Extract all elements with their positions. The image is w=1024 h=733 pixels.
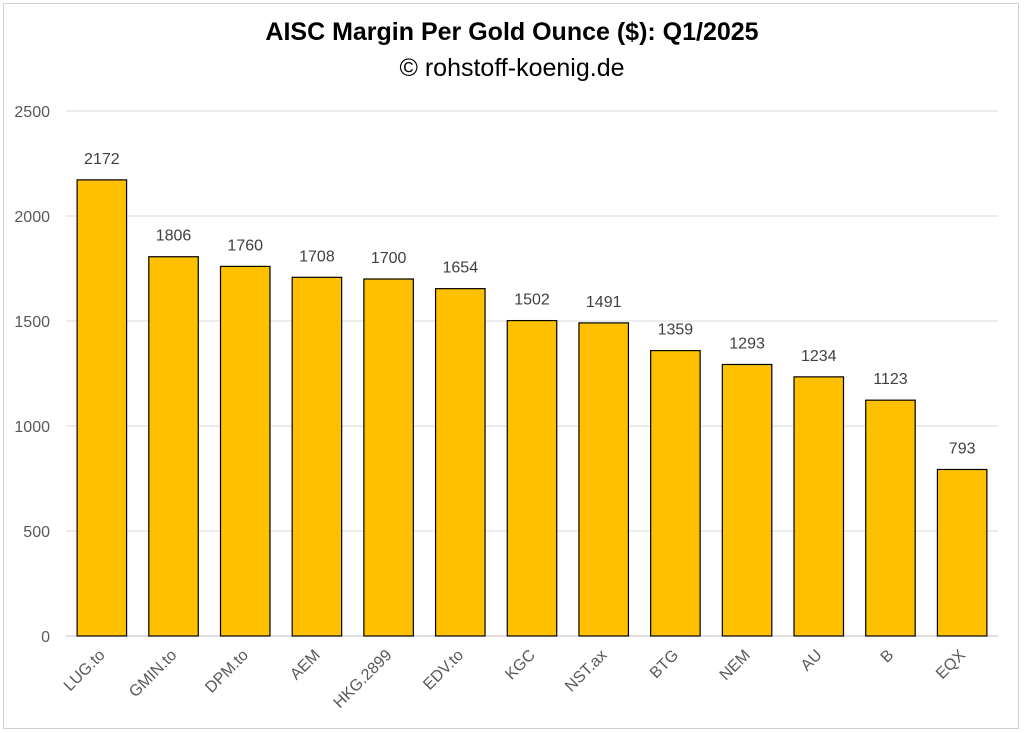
y-tick-label: 500: [23, 524, 50, 541]
bar: [291, 276, 343, 637]
chart-subtitle: © rohstoff-koenig.de: [399, 54, 625, 82]
bar: [721, 363, 773, 637]
y-tick-label: 1000: [14, 419, 50, 436]
x-tick-label: NST.ax: [562, 647, 610, 695]
bar: [578, 322, 630, 637]
y-tick-label: 2500: [14, 104, 50, 121]
chart-title: AISC Margin Per Gold Ounce ($): Q1/2025: [265, 18, 759, 46]
bar: [363, 278, 414, 637]
data-label: 1700: [371, 250, 407, 267]
data-label: 1359: [658, 322, 694, 339]
x-tick-label: HKG.2899: [331, 647, 396, 712]
bar: [76, 179, 128, 637]
x-tick-label: KGC: [502, 647, 539, 684]
data-label: 1760: [227, 237, 263, 254]
x-tick-label: NEM: [717, 647, 754, 684]
bar: [793, 376, 845, 637]
y-tick-label: 2000: [14, 209, 50, 226]
data-label: 1123: [873, 371, 908, 388]
data-label: 1234: [801, 348, 837, 365]
x-tick-label: LUG.to: [61, 647, 109, 695]
data-label: 1502: [514, 292, 550, 309]
data-label: 1708: [299, 248, 335, 265]
x-tick-label: B: [878, 647, 898, 667]
x-tick-label: EDV.to: [420, 647, 467, 694]
x-tick-label: AU: [798, 647, 826, 675]
x-tick-label: DPM.to: [202, 647, 252, 697]
x-tick-label: BTG: [647, 647, 682, 682]
data-label: 1293: [729, 335, 765, 352]
bar: [650, 350, 701, 637]
data-label: 2172: [84, 151, 120, 168]
y-tick-label: 0: [41, 629, 50, 646]
bar: [148, 256, 199, 637]
bar: [865, 399, 916, 637]
data-label: 793: [949, 440, 976, 457]
data-label: 1654: [443, 260, 479, 277]
bar: [506, 319, 558, 637]
data-label: 1491: [586, 294, 622, 311]
bar: [936, 468, 988, 637]
data-label: 1806: [156, 228, 192, 245]
x-tick-label: GMIN.to: [126, 647, 180, 701]
y-tick-label: 1500: [14, 314, 50, 331]
bar: [434, 288, 486, 637]
x-tick-label: AEM: [287, 647, 324, 684]
bar: [219, 265, 271, 637]
x-tick-label: EQX: [933, 647, 969, 683]
